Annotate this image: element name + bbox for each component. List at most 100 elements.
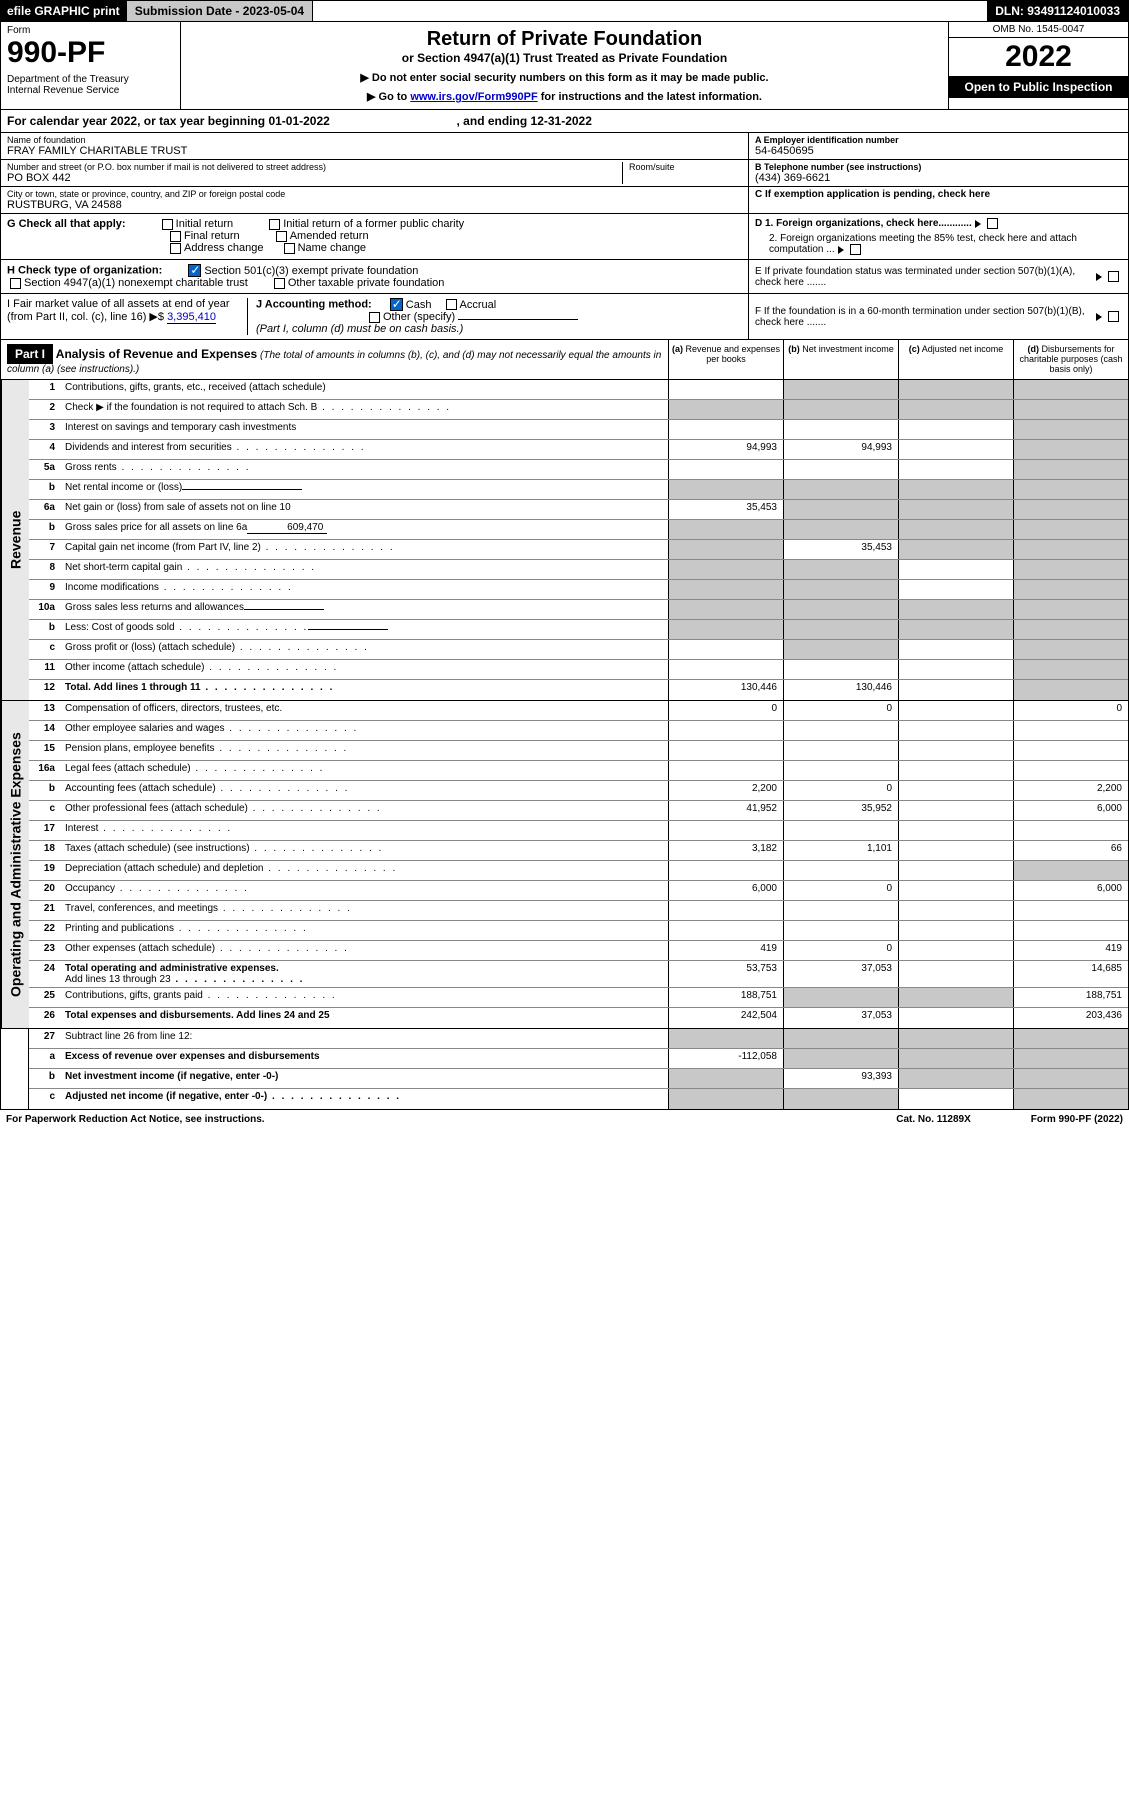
line-10a: Gross sales less returns and allowances <box>61 600 668 619</box>
line-26-b: 37,053 <box>783 1008 898 1028</box>
line-16b-d: 2,200 <box>1013 781 1128 800</box>
final-return-checkbox[interactable] <box>170 231 181 242</box>
ein-label: A Employer identification number <box>755 135 1122 145</box>
line-12-b: 130,446 <box>783 680 898 700</box>
name-label: Name of foundation <box>7 135 742 145</box>
part1-title: Analysis of Revenue and Expenses <box>56 347 257 361</box>
form-note-1: ▶ Do not enter social security numbers o… <box>187 71 942 84</box>
line-12-a: 130,446 <box>668 680 783 700</box>
cash-checkbox[interactable] <box>390 298 403 311</box>
line-4-b: 94,993 <box>783 440 898 459</box>
d1-checkbox[interactable] <box>987 218 998 229</box>
dln-label: DLN: 93491124010033 <box>987 1 1128 21</box>
line-18-a: 3,182 <box>668 841 783 860</box>
room-label: Room/suite <box>629 162 742 172</box>
line-26: Total expenses and disbursements. Add li… <box>61 1008 668 1028</box>
line-7-b: 35,453 <box>783 540 898 559</box>
name-change-checkbox[interactable] <box>284 243 295 254</box>
other-method-checkbox[interactable] <box>369 312 380 323</box>
line-27: Subtract line 26 from line 12: <box>61 1029 668 1048</box>
accrual-checkbox[interactable] <box>446 299 457 310</box>
g-label: G Check all that apply: <box>7 218 126 230</box>
d1-label: D 1. Foreign organizations, check here..… <box>755 218 972 229</box>
telephone-label: B Telephone number (see instructions) <box>755 162 1122 172</box>
f-checkbox[interactable] <box>1108 311 1119 322</box>
501c3-checkbox[interactable] <box>188 264 201 277</box>
efile-label[interactable]: efile GRAPHIC print <box>1 1 126 21</box>
city-value: RUSTBURG, VA 24588 <box>7 199 742 211</box>
line-19: Depreciation (attach schedule) and deple… <box>61 861 668 880</box>
other-taxable-checkbox[interactable] <box>274 278 285 289</box>
omb-number: OMB No. 1545-0047 <box>949 22 1128 38</box>
address-change-checkbox[interactable] <box>170 243 181 254</box>
line-22: Printing and publications <box>61 921 668 940</box>
col-d-header: (d) Disbursements for charitable purpose… <box>1013 340 1128 379</box>
line-20-b: 0 <box>783 881 898 900</box>
line-25-d: 188,751 <box>1013 988 1128 1007</box>
arrow-icon <box>838 246 844 254</box>
line-2: Check ▶ if the foundation is not require… <box>61 400 668 419</box>
line-3: Interest on savings and temporary cash i… <box>61 420 668 439</box>
line-16c-d: 6,000 <box>1013 801 1128 820</box>
line-26-d: 203,436 <box>1013 1008 1128 1028</box>
line-24-b: 37,053 <box>783 961 898 987</box>
amended-return-checkbox[interactable] <box>276 231 287 242</box>
line-6b-value: 609,470 <box>247 522 327 534</box>
initial-return-checkbox[interactable] <box>162 219 173 230</box>
line-18-b: 1,101 <box>783 841 898 860</box>
line-21: Travel, conferences, and meetings <box>61 901 668 920</box>
line-16c-a: 41,952 <box>668 801 783 820</box>
expenses-table: Operating and Administrative Expenses 13… <box>0 701 1129 1029</box>
form-header: Form 990-PF Department of the Treasury I… <box>0 22 1129 110</box>
line-27c: Adjusted net income (if negative, enter … <box>61 1089 668 1109</box>
line-18: Taxes (attach schedule) (see instruction… <box>61 841 668 860</box>
line-5a: Gross rents <box>61 460 668 479</box>
line-1: Contributions, gifts, grants, etc., rece… <box>61 380 668 399</box>
revenue-table: Revenue 1Contributions, gifts, grants, e… <box>0 380 1129 701</box>
line-20-a: 6,000 <box>668 881 783 900</box>
arrow-icon <box>975 220 981 228</box>
line-27a-a: -112,058 <box>668 1049 783 1068</box>
line-4-a: 94,993 <box>668 440 783 459</box>
line-16a: Legal fees (attach schedule) <box>61 761 668 780</box>
line-15: Pension plans, employee benefits <box>61 741 668 760</box>
j-label: J Accounting method: <box>256 299 372 311</box>
form-title: Return of Private Foundation <box>187 28 942 51</box>
instructions-link[interactable]: www.irs.gov/Form990PF <box>410 91 537 103</box>
line-14: Other employee salaries and wages <box>61 721 668 740</box>
city-label: City or town, state or province, country… <box>7 189 742 199</box>
h-row: H Check type of organization: Section 50… <box>0 260 1129 294</box>
line-8: Net short-term capital gain <box>61 560 668 579</box>
submission-date: Submission Date - 2023-05-04 <box>126 1 313 21</box>
line-25-a: 188,751 <box>668 988 783 1007</box>
f-label: F If the foundation is in a 60-month ter… <box>755 306 1093 328</box>
line-10b: Less: Cost of goods sold <box>61 620 668 639</box>
top-bar: efile GRAPHIC print Submission Date - 20… <box>0 0 1129 22</box>
d2-checkbox[interactable] <box>850 244 861 255</box>
revenue-side-label: Revenue <box>1 380 29 700</box>
calendar-year-row: For calendar year 2022, or tax year begi… <box>0 110 1129 133</box>
form-ref: Form 990-PF (2022) <box>1031 1114 1123 1125</box>
initial-former-checkbox[interactable] <box>269 219 280 230</box>
line-6b: Gross sales price for all assets on line… <box>61 520 668 539</box>
tax-year: 2022 <box>949 38 1128 76</box>
part1-badge: Part I <box>7 344 53 364</box>
form-label: Form <box>7 25 174 36</box>
line-11: Other income (attach schedule) <box>61 660 668 679</box>
line-27b: Net investment income (if negative, ente… <box>61 1069 668 1088</box>
e-checkbox[interactable] <box>1108 271 1119 282</box>
telephone-value: (434) 369-6621 <box>755 172 1122 184</box>
g-row: G Check all that apply: Initial return I… <box>0 214 1129 260</box>
fmv-link[interactable]: 3,395,410 <box>167 311 216 324</box>
line-16b: Accounting fees (attach schedule) <box>61 781 668 800</box>
line-23-b: 0 <box>783 941 898 960</box>
line-16c-b: 35,952 <box>783 801 898 820</box>
line-24-d: 14,685 <box>1013 961 1128 987</box>
line-13-d: 0 <box>1013 701 1128 720</box>
line-23: Other expenses (attach schedule) <box>61 941 668 960</box>
line-20-d: 6,000 <box>1013 881 1128 900</box>
form-number: 990-PF <box>7 36 174 70</box>
part1-header: Part I Analysis of Revenue and Expenses … <box>0 340 1129 380</box>
e-label: E If private foundation status was termi… <box>755 266 1093 288</box>
4947-checkbox[interactable] <box>10 278 21 289</box>
